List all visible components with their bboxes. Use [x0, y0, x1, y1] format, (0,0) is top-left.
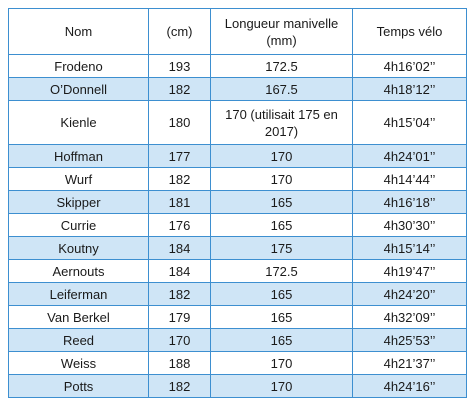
table-cell: 182	[148, 167, 211, 191]
table-cell: 4h19’47’’	[352, 259, 467, 283]
table-cell: Hoffman	[8, 144, 149, 168]
table-cell: 4h16’02’’	[352, 54, 467, 78]
table-cell: 4h15’04’’	[352, 100, 467, 145]
table-cell: 184	[148, 236, 211, 260]
table-cell: 4h24’20’’	[352, 282, 467, 306]
table-cell: 4h32’09’’	[352, 305, 467, 329]
table-cell: 170	[210, 167, 353, 191]
table-cell: Skipper	[8, 190, 149, 214]
table-cell: O’Donnell	[8, 77, 149, 101]
table-cell: Currie	[8, 213, 149, 237]
table-cell: 4h30’30’’	[352, 213, 467, 237]
table-row: Aernouts 184 172.5 4h19’47’’	[8, 259, 467, 283]
table-cell: Koutny	[8, 236, 149, 260]
table-cell: Leiferman	[8, 282, 149, 306]
table-row: Koutny 184 175 4h15’14’’	[8, 236, 467, 260]
table-cell: 4h16’18’’	[352, 190, 467, 214]
table-cell: 165	[210, 305, 353, 329]
table-cell: 165	[210, 282, 353, 306]
table-row: Currie 176 165 4h30’30’’	[8, 213, 467, 237]
table-row: Skipper 181 165 4h16’18’’	[8, 190, 467, 214]
table-cell: 4h24’16’’	[352, 374, 467, 398]
table-cell: 170	[210, 374, 353, 398]
table-cell: 184	[148, 259, 211, 283]
table-cell: 176	[148, 213, 211, 237]
table-cell: 175	[210, 236, 353, 260]
header-cell: Longueur manivelle (mm)	[210, 8, 353, 55]
table-cell: 4h21’37’’	[352, 351, 467, 375]
table-cell: 170	[210, 351, 353, 375]
table-cell: 180	[148, 100, 211, 145]
table-cell: 4h25’53’’	[352, 328, 467, 352]
table-cell: Wurf	[8, 167, 149, 191]
table-cell: Potts	[8, 374, 149, 398]
results-table: Nom (cm) Longueur manivelle (mm) Temps vélo…	[8, 8, 467, 398]
table-row: Van Berkel 179 165 4h32’09’’	[8, 305, 467, 329]
table-row: Kienle 180 170 (utilisait 175 en 2017) 4h15…	[8, 100, 467, 145]
table-cell: 4h14’44’’	[352, 167, 467, 191]
table-cell: 182	[148, 77, 211, 101]
table-cell: 182	[148, 282, 211, 306]
table-cell: Reed	[8, 328, 149, 352]
table-cell: 170 (utilisait 175 en 2017)	[210, 100, 353, 145]
header-row: Nom (cm) Longueur manivelle (mm) Temps vélo	[8, 8, 467, 55]
table-cell: 4h18’12’’	[352, 77, 467, 101]
table-row: Hoffman 177 170 4h24’01’’	[8, 144, 467, 168]
table-cell: 177	[148, 144, 211, 168]
header-cell: Nom	[8, 8, 149, 55]
table-cell: Kienle	[8, 100, 149, 145]
table-row: Wurf 182 170 4h14’44’’	[8, 167, 467, 191]
table-cell: 4h24’01’’	[352, 144, 467, 168]
table-cell: 165	[210, 213, 353, 237]
header-cell: (cm)	[148, 8, 211, 55]
table-cell: Aernouts	[8, 259, 149, 283]
table-row: Reed 170 165 4h25’53’’	[8, 328, 467, 352]
table-cell: Frodeno	[8, 54, 149, 78]
table-row: Frodeno 193 172.5 4h16’02’’	[8, 54, 467, 78]
table-body: Frodeno 193 172.5 4h16’02’’ O’Donnell 182 167.…	[8, 54, 467, 398]
table-cell: 170	[210, 144, 353, 168]
header-cell: Temps vélo	[352, 8, 467, 55]
table-row: Potts 182 170 4h24’16’’	[8, 374, 467, 398]
table-cell: 182	[148, 374, 211, 398]
table-cell: 165	[210, 328, 353, 352]
table-cell: 167.5	[210, 77, 353, 101]
table-cell: 179	[148, 305, 211, 329]
table-cell: 181	[148, 190, 211, 214]
table-row: Weiss 188 170 4h21’37’’	[8, 351, 467, 375]
table-cell: Weiss	[8, 351, 149, 375]
table-row: O’Donnell 182 167.5 4h18’12’’	[8, 77, 467, 101]
table-cell: 172.5	[210, 54, 353, 78]
table-cell: 170	[148, 328, 211, 352]
table-cell: 188	[148, 351, 211, 375]
table-cell: Van Berkel	[8, 305, 149, 329]
table-cell: 193	[148, 54, 211, 78]
table-cell: 4h15’14’’	[352, 236, 467, 260]
table-cell: 172.5	[210, 259, 353, 283]
table-row: Leiferman 182 165 4h24’20’’	[8, 282, 467, 306]
table-cell: 165	[210, 190, 353, 214]
